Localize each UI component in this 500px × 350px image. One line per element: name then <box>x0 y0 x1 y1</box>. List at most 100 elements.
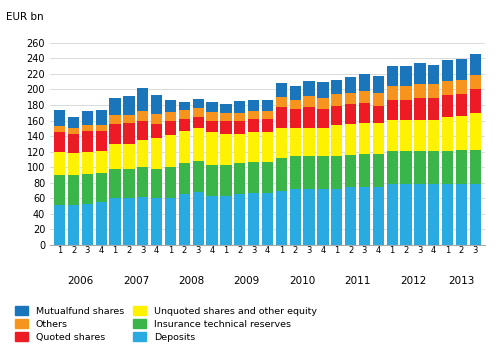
Bar <box>178 119 190 131</box>
Bar <box>151 169 162 198</box>
Bar <box>290 128 301 156</box>
Bar <box>428 64 440 84</box>
Bar <box>124 169 134 198</box>
Bar <box>359 104 370 123</box>
Bar <box>276 128 287 158</box>
Bar <box>151 198 162 245</box>
Bar <box>359 187 370 245</box>
Bar <box>248 193 260 245</box>
Bar <box>192 128 204 161</box>
Bar <box>220 113 232 120</box>
Bar <box>442 95 454 117</box>
Bar <box>345 77 356 92</box>
Bar <box>234 120 245 134</box>
Bar <box>137 167 148 197</box>
Bar <box>470 55 481 76</box>
Bar <box>178 131 190 163</box>
Bar <box>400 85 411 99</box>
Bar <box>68 118 79 127</box>
Bar <box>124 115 134 123</box>
Bar <box>54 132 66 152</box>
Bar <box>110 198 121 245</box>
Bar <box>317 156 328 189</box>
Bar <box>290 109 301 128</box>
Bar <box>345 155 356 188</box>
Text: EUR bn: EUR bn <box>6 12 44 22</box>
Bar <box>110 144 121 169</box>
Text: 2006: 2006 <box>68 275 94 286</box>
Bar <box>386 120 398 151</box>
Bar <box>192 192 204 245</box>
Bar <box>151 114 162 124</box>
Bar <box>178 163 190 195</box>
Bar <box>304 97 314 107</box>
Bar <box>331 106 342 125</box>
Bar <box>262 111 273 119</box>
Bar <box>68 153 79 175</box>
Bar <box>220 165 232 196</box>
Bar <box>124 123 134 144</box>
Bar <box>96 151 107 173</box>
Bar <box>372 154 384 187</box>
Bar <box>82 125 93 132</box>
Bar <box>414 151 426 184</box>
Bar <box>220 134 232 165</box>
Bar <box>304 156 314 189</box>
Bar <box>442 151 454 184</box>
Bar <box>304 189 314 245</box>
Bar <box>304 81 314 97</box>
Bar <box>442 60 454 81</box>
Bar <box>165 198 176 245</box>
Bar <box>276 97 287 107</box>
Bar <box>304 128 314 156</box>
Text: 2007: 2007 <box>123 275 149 286</box>
Bar <box>414 120 426 151</box>
Bar <box>372 187 384 245</box>
Bar <box>290 189 301 245</box>
Bar <box>331 94 342 106</box>
Bar <box>386 85 398 99</box>
Bar <box>359 154 370 187</box>
Bar <box>137 197 148 245</box>
Bar <box>192 161 204 192</box>
Bar <box>234 134 245 163</box>
Bar <box>345 92 356 104</box>
Bar <box>82 174 93 204</box>
Bar <box>54 204 66 245</box>
Bar <box>456 80 467 94</box>
Bar <box>304 107 314 128</box>
Bar <box>428 84 440 98</box>
Bar <box>372 106 384 123</box>
Bar <box>372 76 384 93</box>
Bar <box>470 76 481 90</box>
Text: 2008: 2008 <box>178 275 204 286</box>
Bar <box>331 189 342 245</box>
Bar <box>345 124 356 155</box>
Bar <box>96 132 107 151</box>
Bar <box>220 120 232 134</box>
Bar <box>82 111 93 125</box>
Bar <box>165 167 176 198</box>
Bar <box>470 184 481 245</box>
Bar <box>276 107 287 128</box>
Bar <box>470 113 481 150</box>
Bar <box>317 128 328 156</box>
Bar <box>414 63 426 84</box>
Bar <box>456 94 467 116</box>
Bar <box>386 184 398 245</box>
Bar <box>428 120 440 151</box>
Bar <box>317 109 328 128</box>
Bar <box>234 113 245 120</box>
Bar <box>290 99 301 109</box>
Bar <box>276 190 287 245</box>
Bar <box>165 134 176 167</box>
Bar <box>137 140 148 167</box>
Bar <box>456 184 467 245</box>
Bar <box>124 96 134 115</box>
Bar <box>372 93 384 106</box>
Bar <box>400 99 411 120</box>
Bar <box>290 85 301 99</box>
Bar <box>165 121 176 134</box>
Bar <box>68 204 79 245</box>
Bar <box>442 81 454 95</box>
